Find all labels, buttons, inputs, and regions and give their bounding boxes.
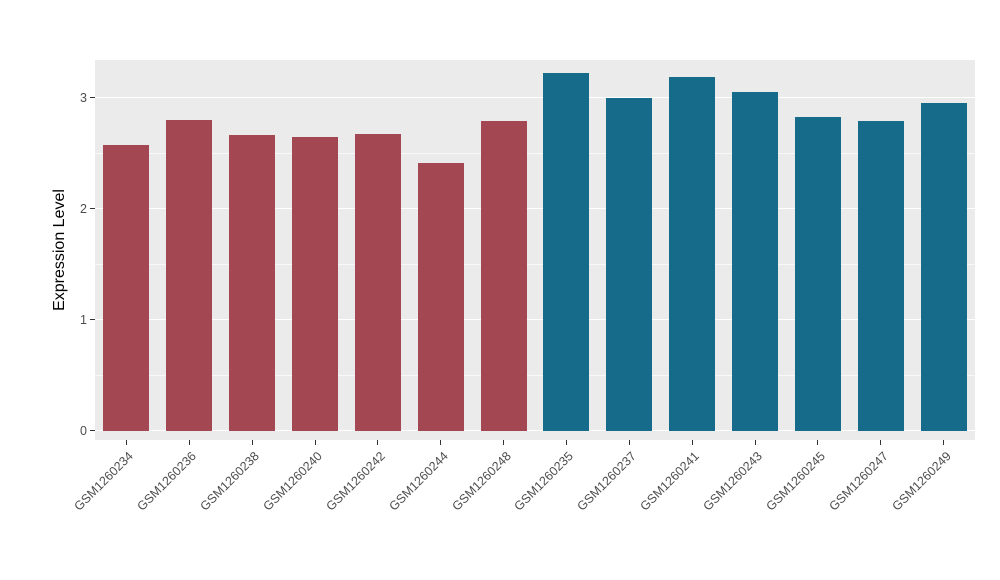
bar [543,73,590,431]
x-tick-mark [251,440,253,445]
x-tick-mark [565,440,567,445]
x-tick-mark [188,440,190,445]
gridline-minor [95,152,975,154]
gridline-major [95,318,975,321]
gridline-minor [95,374,975,376]
bar [669,76,716,431]
x-tick-mark [754,440,756,445]
bar [292,136,338,431]
bar [103,145,150,431]
y-tick-mark [90,319,95,321]
y-axis-tick-label: 0 [80,423,87,438]
bar [480,121,527,431]
bar [732,92,778,431]
gridline-major [95,429,975,432]
bar [606,97,653,431]
gridline-major [95,207,975,210]
x-tick-mark [628,440,630,445]
gridline-major [95,96,975,99]
plot-panel [95,60,975,440]
gridline-minor [95,263,975,265]
bar [920,103,967,431]
x-tick-mark [880,440,882,445]
y-axis-tick-label: 1 [80,312,87,327]
y-axis-tick-label: 3 [80,90,87,105]
bar [857,121,904,431]
bar [166,119,213,431]
y-tick-mark [90,97,95,99]
bar [417,163,464,431]
x-tick-mark [377,440,379,445]
bar [229,135,276,431]
y-tick-mark [90,430,95,432]
x-tick-mark [817,440,819,445]
y-axis-tick-label: 2 [80,201,87,216]
x-tick-mark [314,440,316,445]
x-tick-mark [440,440,442,445]
x-tick-mark [691,440,693,445]
x-tick-mark [503,440,505,445]
x-tick-mark [125,440,127,445]
y-tick-mark [90,208,95,210]
bar [794,116,841,431]
bar [354,134,401,431]
x-tick-mark [943,440,945,445]
